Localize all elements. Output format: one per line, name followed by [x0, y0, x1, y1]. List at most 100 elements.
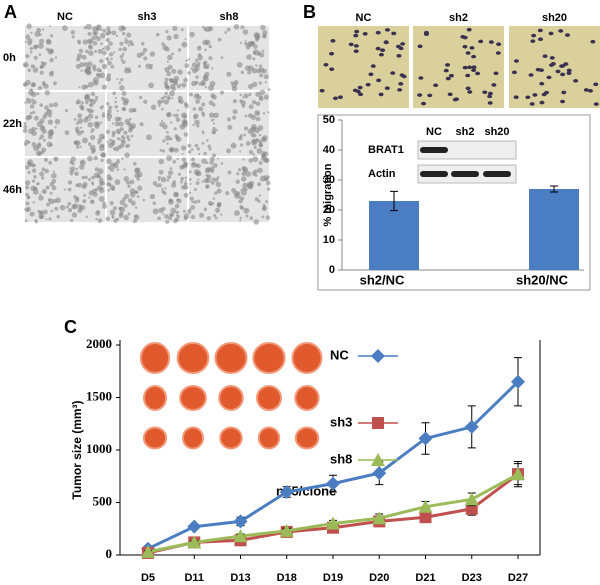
cell — [235, 179, 240, 184]
point-marker — [372, 511, 387, 525]
cell — [31, 99, 37, 105]
cell — [225, 191, 230, 196]
cell — [157, 183, 162, 188]
cell — [25, 79, 31, 86]
cell — [98, 177, 104, 183]
cell — [190, 214, 196, 220]
cell — [208, 112, 215, 118]
x-tick-label: D19 — [323, 572, 343, 584]
cell — [87, 113, 94, 119]
tumor-photo — [255, 385, 283, 411]
cell — [249, 127, 252, 130]
cell — [231, 86, 238, 92]
cell — [195, 58, 199, 63]
cell — [114, 97, 117, 100]
cell — [163, 121, 166, 124]
legend-marker — [372, 417, 384, 429]
cell — [182, 209, 186, 213]
cell — [119, 41, 124, 46]
cell — [447, 92, 453, 97]
cell — [88, 118, 91, 122]
cell — [105, 26, 111, 31]
cell — [206, 216, 212, 221]
cell — [206, 175, 209, 178]
cell — [194, 80, 199, 85]
cell — [212, 122, 216, 125]
cell — [170, 207, 177, 214]
cell — [119, 127, 124, 132]
cell — [84, 175, 88, 180]
cell — [391, 31, 397, 36]
cell — [90, 91, 96, 97]
cell — [121, 96, 126, 101]
cell — [94, 50, 98, 53]
cell — [183, 181, 188, 186]
cell — [99, 145, 105, 152]
cell — [75, 183, 79, 188]
cell — [195, 63, 201, 68]
cell — [99, 58, 104, 64]
blot-strip — [417, 140, 517, 160]
cell — [247, 83, 254, 90]
cell — [91, 175, 96, 180]
error-bar — [390, 190, 398, 212]
cell — [112, 91, 117, 96]
cell — [212, 118, 215, 121]
cell — [118, 47, 122, 52]
cell — [191, 200, 194, 204]
cell — [41, 176, 45, 180]
cell — [247, 128, 253, 134]
cell — [47, 48, 54, 55]
cell — [123, 168, 126, 171]
cell — [36, 92, 40, 96]
cell — [239, 216, 242, 220]
cell — [201, 102, 206, 107]
cell — [39, 103, 44, 107]
cell — [259, 64, 263, 68]
cell — [52, 81, 57, 86]
cell — [205, 184, 210, 189]
cell — [167, 170, 174, 176]
cell — [178, 99, 184, 105]
cell — [105, 129, 111, 134]
cell — [243, 207, 250, 214]
y-axis-label: % migration — [322, 163, 334, 226]
cell — [513, 59, 519, 63]
cell — [113, 218, 118, 223]
cell — [31, 179, 36, 183]
cell — [248, 92, 252, 97]
cell — [31, 82, 36, 87]
cell — [49, 57, 54, 63]
cell — [241, 104, 246, 108]
tumor-photo — [257, 426, 281, 450]
cell — [548, 31, 554, 36]
cell — [251, 139, 258, 146]
cell — [101, 63, 108, 70]
cell — [24, 219, 28, 223]
cell — [160, 176, 167, 183]
cell — [384, 28, 390, 32]
cell — [203, 63, 209, 70]
cell — [67, 187, 72, 192]
cell — [30, 91, 37, 98]
cell — [216, 176, 220, 179]
cell — [85, 65, 91, 71]
cell — [257, 182, 262, 187]
cell — [248, 158, 253, 163]
cell — [258, 96, 264, 102]
cell — [211, 103, 216, 107]
cell — [37, 42, 44, 49]
cell — [180, 176, 185, 181]
cell — [590, 39, 596, 44]
cell — [164, 77, 169, 82]
cell — [53, 170, 56, 173]
cell — [134, 167, 140, 173]
cell — [194, 164, 198, 167]
cell — [549, 56, 555, 60]
point-marker — [233, 514, 248, 529]
cell — [230, 81, 234, 85]
cell — [118, 206, 123, 211]
cell — [88, 44, 92, 49]
cell — [59, 204, 66, 211]
cell — [173, 127, 177, 131]
